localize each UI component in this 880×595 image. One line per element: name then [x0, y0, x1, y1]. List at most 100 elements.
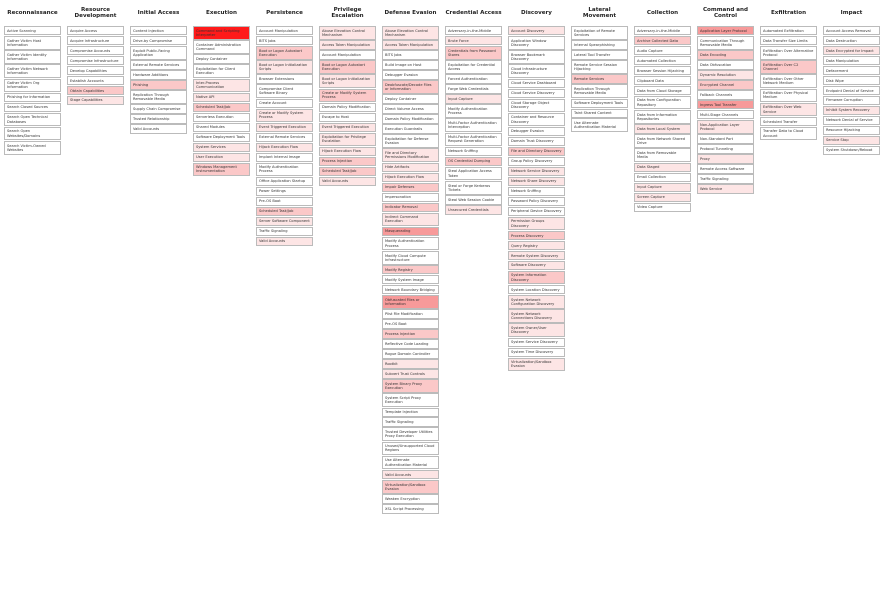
technique-cell[interactable]: Domain Policy Modification — [319, 102, 376, 113]
technique-cell[interactable]: Deploy Container — [382, 94, 439, 104]
technique-cell[interactable]: Defacement — [823, 65, 880, 76]
technique-cell[interactable]: Account Discovery — [508, 26, 565, 36]
technique-cell[interactable]: Network Denial of Service — [823, 115, 880, 126]
technique-cell[interactable]: Gather Victim Identity Information — [4, 50, 61, 64]
technique-cell[interactable]: System Network Connections Discovery — [508, 309, 565, 323]
technique-cell[interactable]: Protocol Tunneling — [697, 144, 754, 154]
technique-cell[interactable]: Network Sniffing — [508, 186, 565, 197]
technique-cell[interactable]: Access Token Manipulation — [319, 40, 376, 50]
technique-cell[interactable]: Process Discovery — [508, 230, 565, 241]
technique-cell[interactable]: Hide Artifacts — [382, 162, 439, 173]
technique-cell[interactable]: Modify Registry — [382, 265, 439, 275]
technique-cell[interactable]: Trusted Developer Utilities Proxy Execut… — [382, 427, 439, 442]
technique-cell[interactable]: Cloud Service Dashboard — [508, 78, 565, 88]
technique-cell[interactable]: Server Software Component — [256, 216, 313, 227]
technique-cell[interactable]: Event Triggered Execution — [256, 122, 313, 133]
technique-cell[interactable]: Network Boundary Bridging — [382, 285, 439, 295]
technique-cell[interactable]: Data Transfer Size Limits — [760, 35, 817, 46]
technique-cell[interactable]: Inhibit System Recovery — [823, 105, 880, 116]
technique-cell[interactable]: Valid Accounts — [319, 176, 376, 187]
technique-cell[interactable]: System Service Discovery — [508, 337, 565, 347]
technique-cell[interactable]: Archive Collected Data — [634, 35, 691, 46]
technique-cell[interactable]: Brute Force — [445, 35, 502, 46]
technique-cell[interactable]: Encrypted Channel — [697, 80, 754, 90]
technique-cell[interactable]: Forced Authentication — [445, 74, 502, 84]
technique-cell[interactable]: Non-Standard Port — [697, 134, 754, 144]
technique-cell[interactable]: Query Registry — [508, 240, 565, 251]
technique-cell[interactable]: Replication Through Removable Media — [130, 90, 187, 104]
technique-cell[interactable]: Plist File Modification — [382, 309, 439, 319]
technique-cell[interactable]: Implant Internal Image — [256, 152, 313, 163]
technique-cell[interactable]: Obfuscated Files or Information — [382, 295, 439, 309]
technique-cell[interactable]: System Network Configuration Discovery — [508, 295, 565, 309]
technique-cell[interactable]: Software Deployment Tools — [571, 98, 628, 108]
technique-cell[interactable]: Input Capture — [445, 94, 502, 104]
technique-cell[interactable]: Search Open Technical Databases — [4, 112, 61, 127]
technique-cell[interactable]: Trusted Relationship — [130, 114, 187, 124]
technique-cell[interactable]: Exfiltration Over Physical Medium — [760, 88, 817, 103]
technique-cell[interactable]: Supply Chain Compromise — [130, 104, 187, 114]
technique-cell[interactable]: Valid Accounts — [130, 124, 187, 134]
technique-cell[interactable]: Deploy Container — [193, 54, 250, 64]
technique-cell[interactable]: Rootkit — [382, 359, 439, 369]
technique-cell[interactable]: Traffic Signaling — [382, 417, 439, 427]
technique-cell[interactable]: Remote Access Software — [697, 164, 754, 174]
technique-cell[interactable]: Impersonation — [382, 192, 439, 202]
technique-cell[interactable]: Account Manipulation — [256, 26, 313, 36]
technique-cell[interactable]: Valid Accounts — [256, 236, 313, 247]
technique-cell[interactable]: Network Sniffing — [445, 146, 502, 157]
technique-cell[interactable]: Cloud Infrastructure Discovery — [508, 64, 565, 78]
technique-cell[interactable]: Boot or Logon Autostart Execution — [256, 45, 313, 60]
technique-cell[interactable]: Cloud Storage Object Discovery — [508, 98, 565, 113]
technique-cell[interactable]: Unused/Unsupported Cloud Regions — [382, 441, 439, 456]
technique-cell[interactable]: Container and Resource Discovery — [508, 112, 565, 127]
technique-cell[interactable]: System Owner/User Discovery — [508, 323, 565, 338]
technique-cell[interactable]: Data from Information Repositories — [634, 110, 691, 124]
technique-cell[interactable]: Create or Modify System Process — [319, 88, 376, 103]
technique-cell[interactable]: Valid Accounts — [382, 470, 439, 480]
technique-cell[interactable]: Template Injection — [382, 407, 439, 417]
technique-cell[interactable]: Pre-OS Boot — [256, 196, 313, 207]
technique-cell[interactable]: Indicator Removal — [382, 202, 439, 212]
technique-cell[interactable]: Exfiltration Over Other Network Medium — [760, 74, 817, 88]
technique-cell[interactable]: Group Policy Discovery — [508, 156, 565, 167]
technique-cell[interactable]: Automated Collection — [634, 55, 691, 66]
technique-cell[interactable]: Deobfuscate/Decode Files or Information — [382, 80, 439, 94]
technique-cell[interactable]: Domain Policy Modification — [382, 114, 439, 124]
technique-cell[interactable]: Search Closed Sources — [4, 102, 61, 113]
technique-cell[interactable]: XSL Script Processing — [382, 504, 439, 514]
technique-cell[interactable]: Account Manipulation — [319, 50, 376, 60]
technique-cell[interactable]: Modify Authentication Process — [256, 162, 313, 177]
technique-cell[interactable]: Boot or Logon Autostart Execution — [319, 60, 376, 74]
technique-cell[interactable]: Lateral Tool Transfer — [571, 50, 628, 60]
technique-cell[interactable]: System Location Discovery — [508, 285, 565, 295]
technique-cell[interactable]: Service Stop — [823, 135, 880, 146]
technique-cell[interactable]: Boot or Logon Initialization Scripts — [256, 60, 313, 74]
technique-cell[interactable]: Modify Cloud Compute Infrastructure — [382, 250, 439, 265]
technique-cell[interactable]: Replication Through Removable Media — [571, 84, 628, 98]
technique-cell[interactable]: Video Capture — [634, 202, 691, 212]
technique-cell[interactable]: Exfiltration Over Web Service — [760, 102, 817, 117]
technique-cell[interactable]: Use Alternate Authentication Material — [571, 118, 628, 133]
technique-cell[interactable]: Steal Application Access Token — [445, 166, 502, 181]
technique-cell[interactable]: Remote System Discovery — [508, 250, 565, 261]
technique-cell[interactable]: Exploitation of Remote Services — [571, 26, 628, 40]
technique-cell[interactable]: Exploitation for Credential Access — [445, 60, 502, 74]
technique-cell[interactable]: Traffic Signaling — [256, 226, 313, 237]
technique-cell[interactable]: Peripheral Device Discovery — [508, 206, 565, 217]
technique-cell[interactable]: BITS Jobs — [256, 35, 313, 46]
technique-cell[interactable]: Dynamic Resolution — [697, 70, 754, 80]
technique-cell[interactable]: Disk Wipe — [823, 75, 880, 86]
technique-cell[interactable]: Communication Through Removable Media — [697, 35, 754, 50]
technique-cell[interactable]: Container Administration Command — [193, 40, 250, 54]
technique-cell[interactable]: Gather Victim Network Information — [4, 64, 61, 78]
technique-cell[interactable]: Office Application Startup — [256, 176, 313, 187]
technique-cell[interactable]: Compromise Client Software Binary — [256, 84, 313, 98]
technique-cell[interactable]: Proxy — [697, 154, 754, 164]
technique-cell[interactable]: Remote Service Session Hijacking — [571, 60, 628, 74]
technique-cell[interactable]: External Remote Services — [130, 60, 187, 70]
technique-cell[interactable]: Stage Capabilities — [67, 95, 124, 106]
technique-cell[interactable]: Weaken Encryption — [382, 494, 439, 504]
technique-cell[interactable]: Automated Exfiltration — [760, 26, 817, 36]
technique-cell[interactable]: System Services — [193, 142, 250, 153]
